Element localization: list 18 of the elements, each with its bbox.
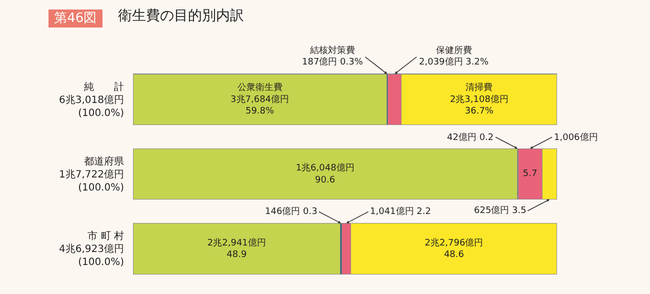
y-tick-label: 市 町 村 4兆6,923億円 (100.0%) xyxy=(59,230,124,268)
annotation: 625億円 3.5 xyxy=(474,205,526,216)
chart-title: 衛生費の目的別内訳 xyxy=(118,8,244,24)
data-label: 清掃費 2兆3,108億円 36.7% xyxy=(450,82,508,117)
annotation: 1,006億円 xyxy=(554,132,598,143)
annotation: 42億円 0.2 xyxy=(447,132,494,143)
data-label: 1兆6,048億円 90.6 xyxy=(296,162,354,186)
annotation: 1,041億円 2.2 xyxy=(370,206,431,217)
data-label: 2兆2,796億円 48.6 xyxy=(424,237,484,260)
data-label: 2兆2,941億円 48.9 xyxy=(207,237,266,260)
annotation: 保健所費 2,039億円 3.2% xyxy=(419,45,489,68)
y-tick-label: 純 計 6兆3,018億円 (100.0%) xyxy=(59,80,124,119)
y-tick-label: 都道府県 1兆7,722億円 (100.0%) xyxy=(59,156,124,194)
annotation: 146億円 0.3 xyxy=(265,206,318,217)
data-label: 公衆衛生費 3兆7,684億円 59.8% xyxy=(230,82,290,117)
text: 第46図 xyxy=(50,11,101,26)
annotation: 結核対策費 187億円 0.3% xyxy=(302,45,364,68)
data-label: 5.7 xyxy=(522,169,538,179)
